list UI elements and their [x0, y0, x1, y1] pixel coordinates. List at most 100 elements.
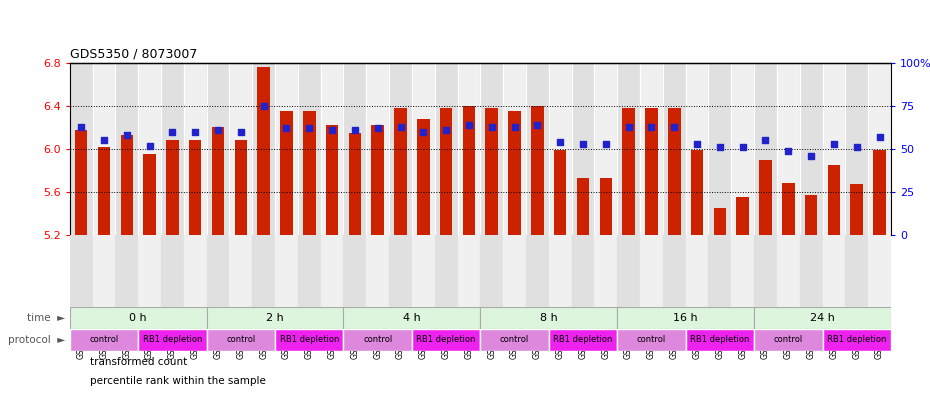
Bar [850, 184, 863, 235]
Bar [371, 125, 384, 235]
Point [667, 123, 682, 130]
Bar [434, 63, 458, 235]
Bar [685, 329, 754, 351]
Point [256, 103, 271, 109]
Bar [326, 125, 339, 235]
Text: RB1 depletion: RB1 depletion [553, 336, 613, 345]
Text: 2 h: 2 h [266, 313, 284, 323]
Text: RB1 depletion: RB1 depletion [690, 336, 750, 345]
Point [758, 137, 773, 143]
Bar [845, 235, 868, 307]
Text: time  ►: time ► [27, 313, 65, 323]
Point [73, 123, 88, 130]
Point [325, 127, 339, 133]
Bar [303, 111, 315, 235]
Bar [366, 235, 389, 307]
Bar [618, 63, 640, 235]
Bar [258, 67, 270, 235]
Bar [873, 150, 885, 235]
Bar [754, 329, 822, 351]
Bar [230, 63, 252, 235]
Bar [668, 108, 681, 235]
Point [279, 125, 294, 132]
Bar [139, 329, 206, 351]
Point [872, 134, 887, 140]
Text: control: control [363, 336, 392, 345]
Point [690, 141, 705, 147]
Bar [618, 235, 640, 307]
Bar [412, 329, 480, 351]
Bar [822, 63, 845, 235]
Bar [800, 63, 822, 235]
Bar [709, 235, 731, 307]
Bar [206, 329, 275, 351]
Bar [412, 235, 434, 307]
Point [393, 123, 408, 130]
Bar [554, 150, 566, 235]
Point [188, 129, 203, 135]
Bar [394, 108, 406, 235]
Bar [434, 235, 458, 307]
Bar [800, 235, 822, 307]
Bar [366, 63, 389, 235]
Point [552, 139, 567, 145]
Bar [663, 235, 685, 307]
Point [416, 129, 431, 135]
Point [736, 144, 751, 151]
Bar [70, 235, 93, 307]
Bar [161, 63, 184, 235]
Bar [503, 235, 526, 307]
Bar [206, 235, 230, 307]
Text: RB1 depletion: RB1 depletion [142, 336, 202, 345]
Bar [600, 178, 612, 235]
Point [530, 122, 545, 128]
Bar [549, 63, 572, 235]
Bar [343, 63, 366, 235]
Bar [572, 235, 594, 307]
Text: control: control [774, 336, 803, 345]
Point [302, 125, 317, 132]
Bar [70, 63, 93, 235]
Bar [166, 140, 179, 235]
Bar [822, 329, 891, 351]
Bar [622, 108, 635, 235]
Point [97, 137, 112, 143]
Bar [343, 329, 412, 351]
Bar [480, 307, 618, 329]
Bar [549, 329, 618, 351]
Bar [549, 235, 572, 307]
Bar [143, 154, 156, 235]
Bar [782, 184, 794, 235]
Bar [713, 208, 726, 235]
Text: transformed count: transformed count [90, 357, 188, 367]
Text: RB1 depletion: RB1 depletion [280, 336, 339, 345]
Text: control: control [637, 336, 666, 345]
Bar [458, 63, 480, 235]
Point [461, 122, 476, 128]
Bar [298, 235, 321, 307]
Point [119, 132, 134, 138]
Bar [280, 111, 293, 235]
Text: 16 h: 16 h [673, 313, 698, 323]
Bar [184, 63, 206, 235]
Point [849, 144, 864, 151]
Bar [75, 130, 87, 235]
Bar [526, 63, 549, 235]
Text: control: control [226, 336, 256, 345]
Text: control: control [500, 336, 529, 345]
Bar [640, 63, 663, 235]
Text: control: control [89, 336, 119, 345]
Bar [737, 197, 749, 235]
Bar [754, 235, 777, 307]
Bar [458, 235, 480, 307]
Point [712, 144, 727, 151]
Bar [440, 108, 452, 235]
Bar [663, 63, 685, 235]
Bar [618, 329, 685, 351]
Bar [412, 63, 434, 235]
Bar [640, 235, 663, 307]
Point [781, 148, 796, 154]
Bar [252, 63, 275, 235]
Point [576, 141, 591, 147]
Point [804, 153, 818, 159]
